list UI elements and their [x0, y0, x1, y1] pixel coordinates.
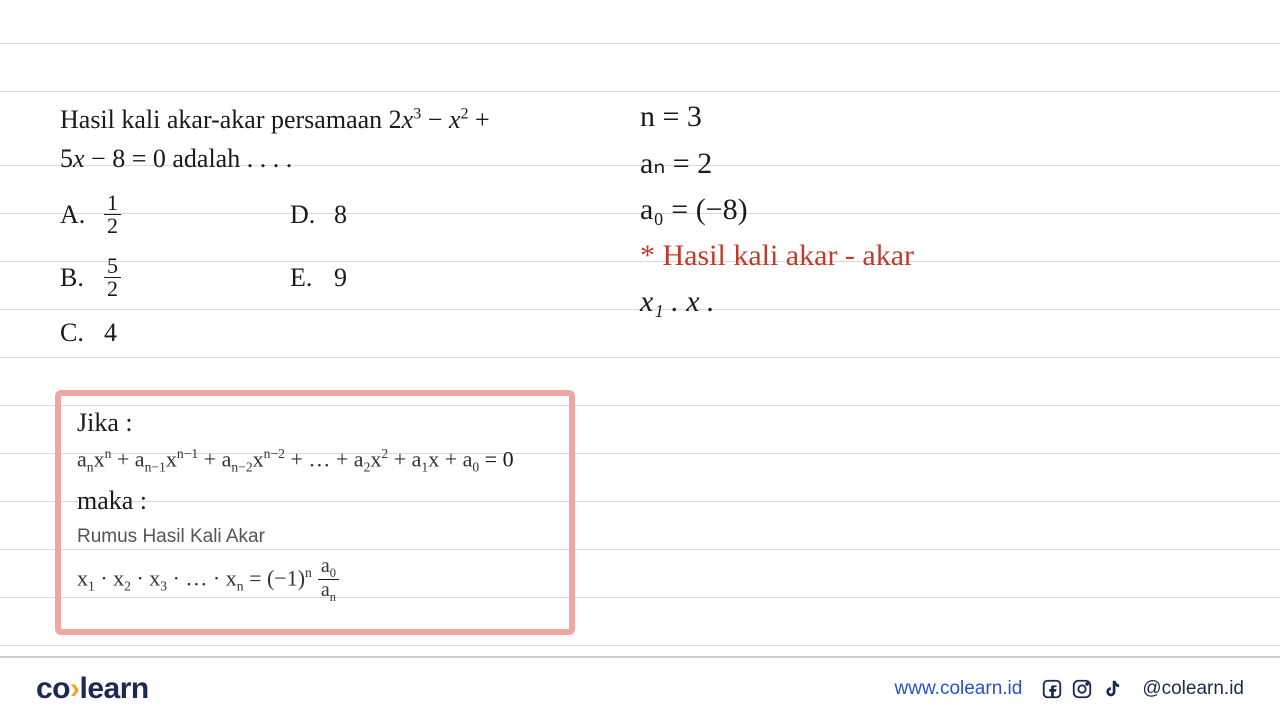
option-value: 5 2 [104, 255, 121, 300]
formula-title: Rumus Hasil Kali Akar [77, 526, 553, 548]
social-icons [1040, 677, 1124, 701]
option-label: E. [290, 263, 316, 293]
option-d: D. 8 [290, 192, 490, 237]
option-a: A. 1 2 [60, 192, 290, 237]
option-label: D. [290, 200, 316, 230]
footer-url[interactable]: www.colearn.id [895, 678, 1023, 700]
content-area: Hasil kali akar-akar persamaan 2x3 − x2 … [0, 0, 1280, 720]
option-label: A. [60, 200, 86, 230]
working-column: n = 3 aₙ = 2 a₀ = (−8) * Hasil kali akar… [630, 100, 1240, 348]
facebook-icon[interactable] [1040, 677, 1064, 701]
option-e: E. 9 [290, 255, 490, 300]
question-column: Hasil kali akar-akar persamaan 2x3 − x2 … [60, 100, 600, 348]
logo-learn: learn [80, 672, 149, 705]
formula-product: x1 · x2 · x3 · … · xn = (−1)n a0 an [77, 556, 553, 604]
brand-logo: co›learn [36, 672, 149, 706]
logo-accent: › [70, 672, 80, 705]
option-value: 1 2 [104, 192, 121, 237]
logo-co: co [36, 672, 70, 705]
formula-lhs: x1 · x2 · x3 · … · xn = (−1)n [77, 565, 312, 595]
option-value: 4 [104, 318, 117, 348]
formula-box: Jika : anxn + an−1xn−1 + an−2xn−2 + … + … [55, 390, 575, 635]
question-line1: Hasil kali akar-akar persamaan 2x3 − x2 … [60, 100, 600, 139]
formula-jika: Jika : [77, 408, 553, 438]
footer-handle[interactable]: @colearn.id [1142, 678, 1244, 700]
option-value: 8 [334, 200, 347, 230]
formula-polynomial: anxn + an−1xn−1 + an−2xn−2 + … + a2x2 + … [77, 446, 553, 476]
question-equation-1: 2x3 − x2 + [389, 105, 490, 134]
option-label: C. [60, 318, 86, 348]
option-c: C. 4 [60, 318, 290, 348]
work-line-5: x₁ . x . [640, 285, 1240, 319]
option-value: 9 [334, 263, 347, 293]
work-line-1: n = 3 [640, 100, 1240, 134]
option-label: B. [60, 263, 86, 293]
option-b: B. 5 2 [60, 255, 290, 300]
instagram-icon[interactable] [1070, 677, 1094, 701]
options-grid: A. 1 2 D. 8 B. 5 2 [60, 192, 600, 348]
work-line-4: * Hasil kali akar - akar [640, 239, 1240, 273]
tiktok-icon[interactable] [1100, 677, 1124, 701]
formula-maka: maka : [77, 486, 553, 516]
question-equation-2: 5x − 8 = 0 adalah . . . . [60, 144, 292, 173]
formula-fraction: a0 an [318, 556, 339, 604]
work-line-3: a₀ = (−8) [640, 193, 1240, 227]
work-line-2: aₙ = 2 [640, 146, 1240, 181]
question-prefix: Hasil kali akar-akar persamaan [60, 105, 389, 134]
question-line2: 5x − 8 = 0 adalah . . . . [60, 139, 600, 178]
footer-right: www.colearn.id @colearn.id [895, 677, 1244, 701]
footer-bar: co›learn www.colearn.id @colearn.id [0, 656, 1280, 720]
